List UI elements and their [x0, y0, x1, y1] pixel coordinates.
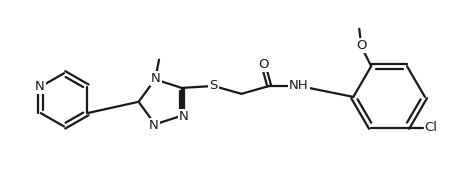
Text: O: O	[356, 39, 367, 52]
Text: N: N	[179, 110, 189, 123]
Text: S: S	[209, 79, 218, 93]
Text: Cl: Cl	[424, 121, 437, 134]
Text: N: N	[151, 72, 161, 85]
Text: O: O	[258, 58, 268, 71]
Text: N: N	[149, 119, 159, 132]
Text: N: N	[35, 80, 45, 93]
Text: NH: NH	[289, 79, 309, 93]
